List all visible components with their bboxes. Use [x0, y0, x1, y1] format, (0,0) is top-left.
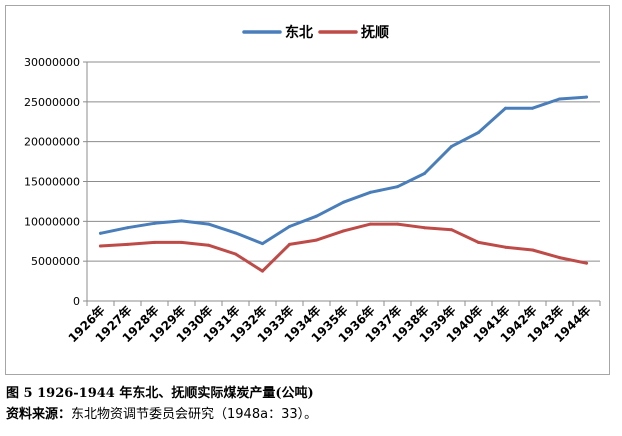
y-tick-label: 15000000 [24, 176, 80, 189]
y-tick-label: 30000000 [24, 56, 80, 69]
data-point [477, 240, 480, 244]
figure-source: 资料来源：东北物资调节委员会研究（1948a：33）。 [6, 404, 616, 426]
data-point [234, 231, 237, 235]
data-point [315, 238, 318, 242]
data-point [369, 222, 372, 226]
data-point [153, 221, 156, 225]
source-text: 东北物资调节委员会研究（1948a：33）。 [71, 407, 318, 422]
data-point [315, 214, 318, 218]
data-point [180, 240, 183, 244]
y-tick-label: 20000000 [24, 136, 80, 149]
data-point [477, 131, 480, 135]
data-point [450, 228, 453, 232]
data-point [585, 95, 588, 99]
y-tick-label: 5000000 [31, 255, 80, 268]
data-point [99, 244, 102, 248]
y-tick-label: 25000000 [24, 96, 80, 109]
data-point [423, 172, 426, 176]
x-axis-ticks: 1926年1927年1928年1929年1930年1931年1932年1933年… [65, 301, 601, 345]
series-lines [99, 95, 588, 273]
data-point [234, 252, 237, 256]
data-point [504, 106, 507, 110]
data-point [288, 225, 291, 229]
data-point [99, 231, 102, 235]
figure-title: 图 5 1926-1944 年东北、抚顺实际煤炭产量(公吨) [6, 386, 314, 401]
data-point [423, 226, 426, 230]
y-tick-label: 0 [73, 295, 80, 308]
data-point [558, 97, 561, 101]
data-point [396, 222, 399, 226]
data-point [180, 219, 183, 223]
legend: 东北 抚顺 [242, 24, 389, 41]
data-point [342, 200, 345, 204]
data-point [369, 190, 372, 194]
data-point [504, 245, 507, 249]
chart-area: 0 5000000 10000000 15000000 20000000 25000000… [5, 5, 610, 375]
legend-label: 东北 [285, 24, 313, 41]
line-chart: 0 5000000 10000000 15000000 20000000 25000000… [24, 24, 601, 345]
data-point [261, 269, 264, 273]
data-point [126, 226, 129, 230]
data-point [207, 243, 210, 247]
data-point [261, 242, 264, 246]
data-point [558, 256, 561, 260]
data-point [207, 222, 210, 226]
data-point [288, 242, 291, 246]
data-point [585, 261, 588, 265]
source-label: 资料来源： [6, 407, 72, 422]
gridlines [86, 61, 600, 302]
legend-label: 抚顺 [361, 24, 389, 41]
y-axis-ticks: 0 5000000 10000000 15000000 20000000 25000000… [24, 56, 87, 308]
data-point [396, 185, 399, 189]
data-point [153, 240, 156, 244]
y-tick-label: 10000000 [24, 215, 80, 228]
data-point [450, 144, 453, 148]
data-point [531, 106, 534, 110]
data-point [531, 248, 534, 252]
data-point [126, 242, 129, 246]
data-point [342, 229, 345, 233]
figure-caption: 图 5 1926-1944 年东北、抚顺实际煤炭产量(公吨) 资料来源：东北物资… [6, 384, 616, 426]
